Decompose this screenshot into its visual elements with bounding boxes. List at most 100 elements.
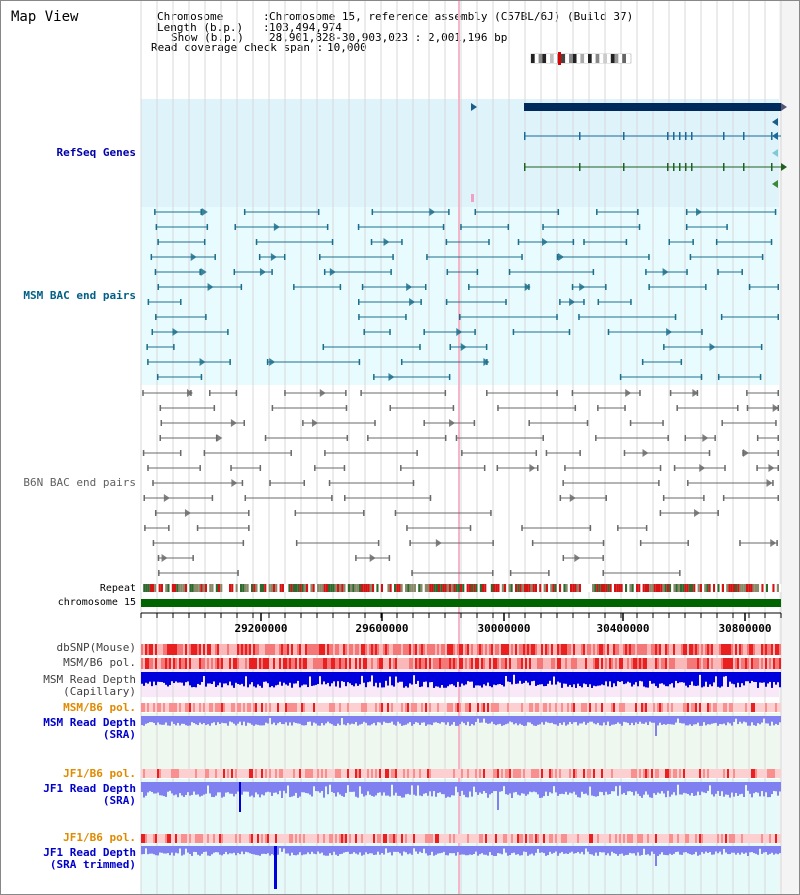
jf1-trim-depth-bar [509,846,511,856]
jf1-trim-depth-bar [763,846,765,853]
jf1-b6-pol-cell [499,769,501,778]
msm-b6-pol-2-cell [701,703,703,712]
jf1-sra-depth-bar [629,782,631,792]
jf1-sra-depth-bar [325,782,327,787]
msm-sra-depth-bar [247,716,249,723]
msm-sra-depth-bar [437,716,439,723]
jf1-trim-depth-bar [393,846,395,852]
jf1-b6-pol-cell [381,769,383,778]
repeat-element [336,584,339,592]
dbsnp-cell [237,644,239,655]
jf1-b6-pol-2-cell [525,834,527,843]
b6n-bac-end [416,450,418,456]
msm-b6-pol-2-cell [319,703,321,712]
jf1-b6-pol-2-cell [743,834,745,843]
jf1-b6-pol-cell [693,769,695,778]
jf1-b6-pol-2-cell [621,834,623,843]
jf1-trim-depth-bar [599,846,601,853]
jf1-trim-depth-bar [651,846,653,852]
msm-capillary-depth-bar [459,672,461,687]
msm-capillary-depth-bar [217,672,219,686]
msm-bac-end [173,344,175,350]
show-key: Show (b.p.) : [171,31,284,44]
msm-b6-pol-2-cell [399,703,401,712]
msm-sra-depth-bar [763,716,765,719]
repeat-element [739,584,742,592]
jf1-trim-depth-bar [587,846,589,852]
dbsnp-cell [333,644,335,655]
jf1-sra-depth-bar [635,782,637,792]
jf1-b6-pol-cell [355,769,357,778]
jf1-sra-depth-bar [547,782,549,796]
msm-sra-depth-bar [769,716,771,726]
msm-b6-pol-2-cell [181,703,183,712]
b6n-bac-end [605,495,607,501]
msm-b6-pol-2-label: MSM/B6 pol. [63,701,136,714]
msm-b6-pol-cell [469,658,471,669]
jf1-trim-depth-bar [363,846,365,855]
ruler-tick-label: 30800000 [719,622,772,635]
jf1-b6-pol-2-cell [399,834,401,843]
repeat-element [246,584,249,592]
polymorphism-heat-tracks [141,644,781,843]
repeat-element [693,584,696,592]
jf1-trim-depth-bar [759,846,761,849]
jf1-b6-pol-2-cell [183,834,185,843]
msm-bac-arrow [201,208,208,216]
b6n-bac-end [777,435,779,441]
dbsnp-cell [361,644,363,655]
msm-sra-depth-bar [221,716,223,723]
jf1-trim-depth-bar [193,846,195,852]
dbsnp-cell [499,644,501,655]
jf1-b6-pol-2-cell [547,834,549,843]
msm-capillary-depth-bar [727,672,729,687]
jf1-b6-pol-2-cell [237,834,239,843]
msm-capillary-depth-bar [255,672,257,688]
dbsnp-cell [547,644,549,655]
msm-b6-pol-2-cell [637,703,639,712]
jf1-sra-depth-bar [729,782,731,798]
msm-b6-pol-cell [289,658,291,669]
msm-b6-pol-cell [767,658,769,669]
repeat-element [691,584,694,592]
msm-capillary-depth-bar [697,672,699,686]
jf1-trim-depth-bar [353,846,355,853]
dbsnp-cell [299,644,301,655]
repeat-element [251,584,254,592]
dbsnp-cell [307,644,309,655]
msm-b6-pol-cell [293,658,295,669]
msm-b6-pol-2-cell [223,703,225,712]
jf1-sra-depth-bar [339,782,341,795]
msm-b6-pol-2-cell [417,703,419,712]
jf1-b6-pol-2-label: JF1/B6 pol. [63,831,136,844]
jf1-b6-pol-2-cell [409,834,411,843]
msm-b6-pol-cell [335,658,337,669]
repeat-element [352,584,355,592]
repeat-element [152,584,155,592]
msm-b6-pol-2-cell [729,703,731,712]
dbsnp-cell [767,644,769,655]
msm-bac-end [442,224,445,230]
repeat-element [598,584,601,592]
msm-bac-end [638,224,641,230]
msm-capillary-depth-bar [407,672,409,688]
repeat-element [603,584,606,592]
jf1-sra-depth-bar [233,782,235,797]
jf1-b6-pol-2-cell [647,834,649,843]
gene-exon [685,132,687,140]
jf1-sra-depth-bar [493,782,495,792]
msm-sra-depth-bar [271,716,273,725]
msm-capillary-depth-bar [417,672,419,681]
msm-capillary-depth-bar [283,672,285,683]
repeat-element [532,584,535,592]
jf1-b6-pol-cell [143,769,145,778]
jf1-trim-depth-bar [529,846,531,855]
dbsnp-cell [225,644,227,655]
dbsnp-cell [553,644,555,655]
dbsnp-cell [501,644,503,655]
msm-sra-depth-bar [555,716,557,725]
msm-b6-pol-cell [405,658,407,669]
b6n-bac-end [455,435,458,441]
dbsnp-cell [487,644,489,655]
